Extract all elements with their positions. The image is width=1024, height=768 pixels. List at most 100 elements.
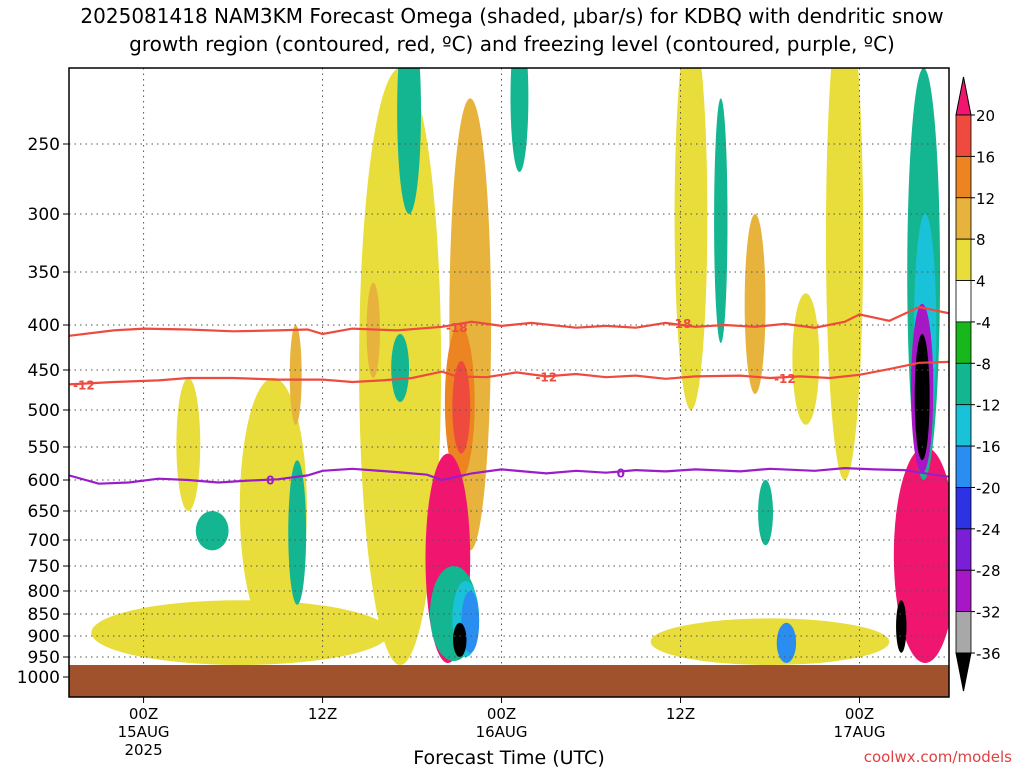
omega-shading [91, 68, 949, 665]
x-tick-label-36-0: 12Z [666, 705, 695, 723]
y-tick-label-300: 300 [28, 205, 60, 225]
colorbar-band-6 [955, 362, 972, 406]
colorbar-label-8: -16 [976, 438, 1001, 456]
y-tick-label-600: 600 [28, 471, 60, 491]
omega-region-ascent--8 [758, 479, 773, 546]
x-tick-label-48-1: 17AUG [834, 723, 886, 741]
colorbar-label-11: -28 [976, 562, 1001, 580]
contour-label-2-0: 0 [266, 473, 274, 487]
colorbar-band-2 [955, 197, 972, 240]
x-tick-label-12-0: 12Z [308, 705, 337, 723]
omega-region-ascent--36 [896, 600, 907, 653]
grid-lines [69, 68, 949, 665]
y-tick-label-800: 800 [28, 582, 60, 602]
colorbar-label-5: -4 [976, 314, 991, 332]
colorbar-band-3 [955, 238, 972, 281]
ground-bar [69, 665, 949, 697]
x-tick-label-24-0: 00Z [487, 705, 516, 723]
omega-region-descent-4 [792, 293, 820, 425]
omega-region-ascent--8 [391, 334, 410, 402]
omega-region-ascent--8 [397, 68, 421, 214]
colorbar-top-arrow [955, 76, 972, 116]
chart-title-line1: 2025081418 NAM3KM Forecast Omega (shaded… [80, 4, 944, 28]
colorbar-band-0 [955, 114, 972, 157]
colorbar-label-12: -32 [976, 604, 1001, 622]
colorbar-band-5 [955, 321, 972, 364]
ground-layer [69, 665, 949, 697]
x-tick-label-48-0: 00Z [845, 705, 874, 723]
colorbar-label-1: 16 [976, 148, 995, 166]
credit-link[interactable]: coolwx.com/models [863, 748, 1012, 766]
plot-border [68, 67, 950, 698]
x-tick-label-0-0: 00Z [129, 705, 158, 723]
colorbar-band-12 [955, 611, 972, 654]
contour-label-2-1: 0 [617, 467, 625, 481]
colorbar-band-7 [955, 404, 972, 447]
omega-region-descent-16 [452, 361, 471, 454]
omega-region-ascent--8 [510, 68, 529, 172]
omega-region-descent-8 [744, 214, 766, 394]
omega-region-descent-4 [176, 378, 201, 511]
x-axis-label: Forecast Time (UTC) [413, 747, 604, 768]
y-tick-label-1000: 1000 [17, 668, 60, 688]
omega-region-ascent--8 [195, 511, 229, 551]
y-tick-label-900: 900 [28, 627, 60, 647]
omega-region-descent-8 [289, 325, 302, 425]
contour-label-0-0: -18 [446, 321, 468, 335]
colorbar: 20 16 12 8 4 -4 -8 -12 -16 -20 -24 -28 -32 -36 [955, 76, 1001, 692]
contour-line-0 [69, 305, 949, 337]
colorbar-label-13: -36 [976, 645, 1001, 663]
contour-line-1 [69, 360, 949, 386]
y-tick-label-250: 250 [28, 135, 60, 155]
omega-region-descent-4 [650, 618, 890, 665]
omega-region-ascent--36 [914, 334, 930, 461]
colorbar-band-11 [955, 569, 972, 613]
chart-title-line2: growth region (contoured, red, ºC) and f… [129, 32, 895, 56]
omega-region-descent-4 [91, 600, 390, 665]
x-tick-label-24-1: 16AUG [476, 723, 528, 741]
omega-region-ascent--36 [453, 622, 467, 658]
colorbar-band-8 [955, 445, 972, 488]
plot-frame [68, 67, 950, 698]
omega-region-descent-20 [893, 447, 949, 663]
colorbar-label-0: 20 [976, 107, 995, 125]
colorbar-label-3: 8 [976, 231, 986, 249]
colorbar-label-2: 12 [976, 190, 995, 208]
y-tick-label-350: 350 [28, 263, 60, 283]
contour-label-1-0: -12 [73, 378, 95, 392]
colorbar-band-1 [955, 155, 972, 199]
contour-label-1-1: -12 [535, 370, 557, 384]
colorbar-band-10 [955, 528, 972, 571]
x-tick-label-0-2: 2025 [124, 741, 162, 759]
y-tick-label-700: 700 [28, 531, 60, 551]
omega-region-ascent--16 [776, 622, 797, 664]
y-tick-label-500: 500 [28, 401, 60, 421]
y-tick-label-850: 850 [28, 605, 60, 625]
y-axis: 2503003504004505005506006507007508008509… [17, 135, 69, 688]
colorbar-label-10: -24 [976, 521, 1001, 539]
colorbar-band-9 [955, 487, 972, 530]
contour-line-2 [69, 466, 949, 485]
omega-region-descent-4 [674, 68, 708, 410]
temperature-contours: -18 -18 -12 -12 -12 0 0 [69, 305, 949, 487]
contour-label-1-2: -12 [774, 372, 796, 386]
y-tick-label-400: 400 [28, 316, 60, 336]
colorbar-bottom-arrow [955, 652, 972, 692]
omega-region-ascent--8 [288, 460, 307, 605]
colorbar-label-6: -8 [976, 355, 991, 373]
y-tick-label-950: 950 [28, 648, 60, 668]
colorbar-label-7: -12 [976, 397, 1001, 415]
y-tick-label-750: 750 [28, 557, 60, 577]
omega-region-descent-4 [825, 68, 864, 480]
x-tick-label-0-1: 15AUG [118, 723, 170, 741]
colorbar-label-9: -20 [976, 479, 1001, 497]
y-tick-label-450: 450 [28, 361, 60, 381]
colorbar-label-4: 4 [976, 273, 986, 291]
contour-label-0-1: -18 [670, 317, 692, 331]
y-tick-label-550: 550 [28, 438, 60, 458]
omega-region-ascent--8 [714, 98, 728, 343]
y-tick-label-650: 650 [28, 502, 60, 522]
colorbar-band-4 [955, 280, 972, 323]
